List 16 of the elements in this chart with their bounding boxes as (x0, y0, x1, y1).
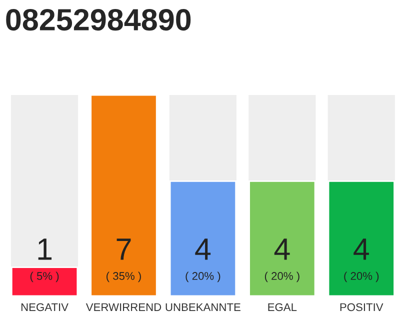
chart-title: 08252984890 (6, 8, 191, 31)
x-tick-label: VERWIRREND (86, 303, 162, 311)
data-label: ( 35% ) (106, 272, 141, 282)
annotation: 4 (274, 238, 290, 260)
data-label: ( 20% ) (344, 272, 379, 282)
annotation: 7 (116, 238, 131, 260)
annotation: 4 (195, 238, 211, 260)
x-tick-label: POSITIV (340, 303, 384, 312)
data-label: ( 20% ) (264, 272, 300, 282)
x-tick-label: UNBEKANNTE (166, 303, 240, 312)
annotation: 1 (38, 238, 52, 260)
data-label: ( 20% ) (186, 272, 220, 282)
x-tick-label: NEGATIV (21, 303, 68, 312)
x-tick-label: EGAL (268, 303, 297, 312)
data-label: ( 5% ) (30, 272, 59, 282)
annotation: 4 (354, 238, 369, 260)
